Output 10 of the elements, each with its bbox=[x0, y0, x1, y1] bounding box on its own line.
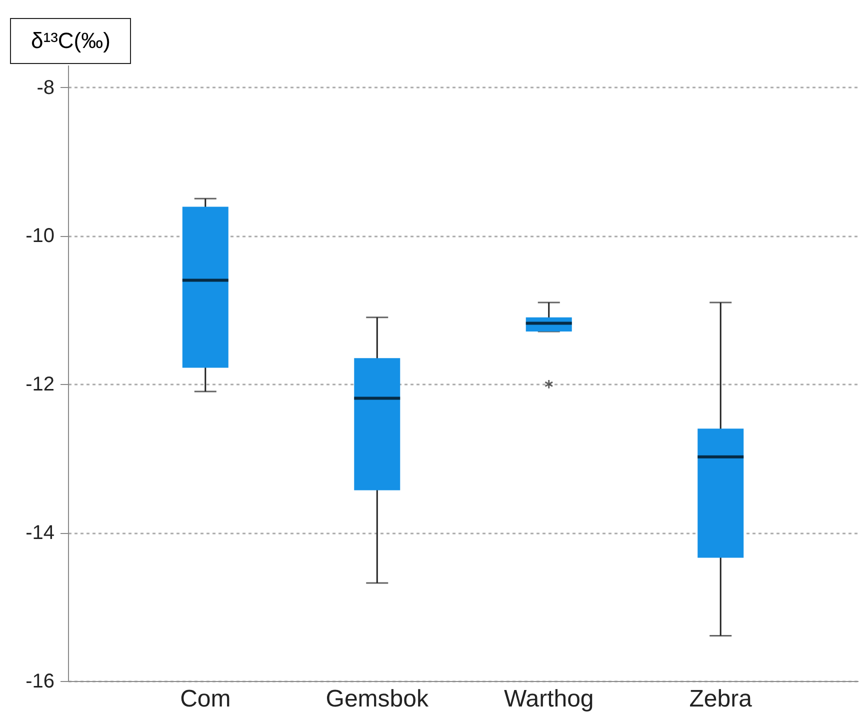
x-tick-label: Zebra bbox=[689, 686, 753, 712]
x-tick-label: Warthog bbox=[504, 686, 594, 712]
y-tick-label: -8 bbox=[36, 76, 54, 99]
y-tick-label: -12 bbox=[26, 374, 54, 396]
x-tick-label: Com bbox=[180, 686, 231, 712]
y-tick-label: -10 bbox=[26, 225, 54, 248]
y-axis-title: δ¹³C(‰) bbox=[10, 18, 132, 64]
y-tick-label: -14 bbox=[26, 522, 54, 544]
y-tick-label: -16 bbox=[26, 670, 54, 692]
x-tick-label: Gemsbok bbox=[326, 686, 430, 712]
